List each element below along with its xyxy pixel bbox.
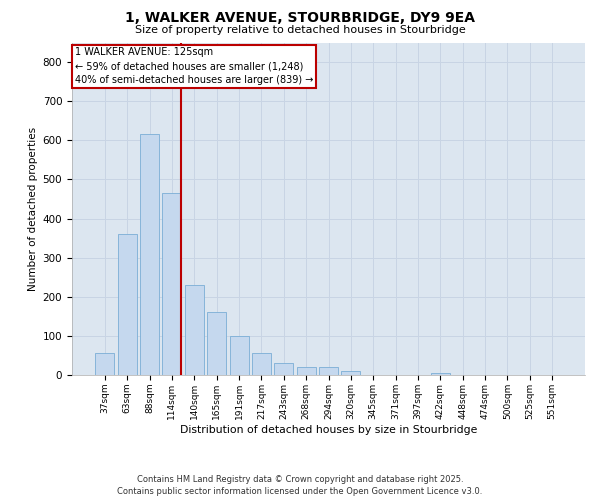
Text: 1, WALKER AVENUE, STOURBRIDGE, DY9 9EA: 1, WALKER AVENUE, STOURBRIDGE, DY9 9EA: [125, 11, 475, 25]
Bar: [95, 354, 115, 375]
Bar: [341, 371, 361, 375]
Bar: [163, 193, 181, 375]
Text: Size of property relative to detached houses in Stourbridge: Size of property relative to detached ho…: [134, 25, 466, 35]
X-axis label: Distribution of detached houses by size in Stourbridge: Distribution of detached houses by size …: [180, 424, 477, 434]
Bar: [252, 354, 271, 375]
Text: Contains HM Land Registry data © Crown copyright and database right 2025.
Contai: Contains HM Land Registry data © Crown c…: [118, 474, 482, 496]
Text: 1 WALKER AVENUE: 125sqm
← 59% of detached houses are smaller (1,248)
40% of semi: 1 WALKER AVENUE: 125sqm ← 59% of detache…: [74, 48, 313, 86]
Bar: [207, 312, 226, 375]
Bar: [319, 367, 338, 375]
Bar: [431, 373, 450, 375]
Bar: [296, 367, 316, 375]
Bar: [140, 134, 159, 375]
Bar: [230, 336, 248, 375]
Bar: [118, 234, 137, 375]
Bar: [274, 364, 293, 375]
Y-axis label: Number of detached properties: Number of detached properties: [28, 126, 38, 291]
Bar: [185, 285, 204, 375]
